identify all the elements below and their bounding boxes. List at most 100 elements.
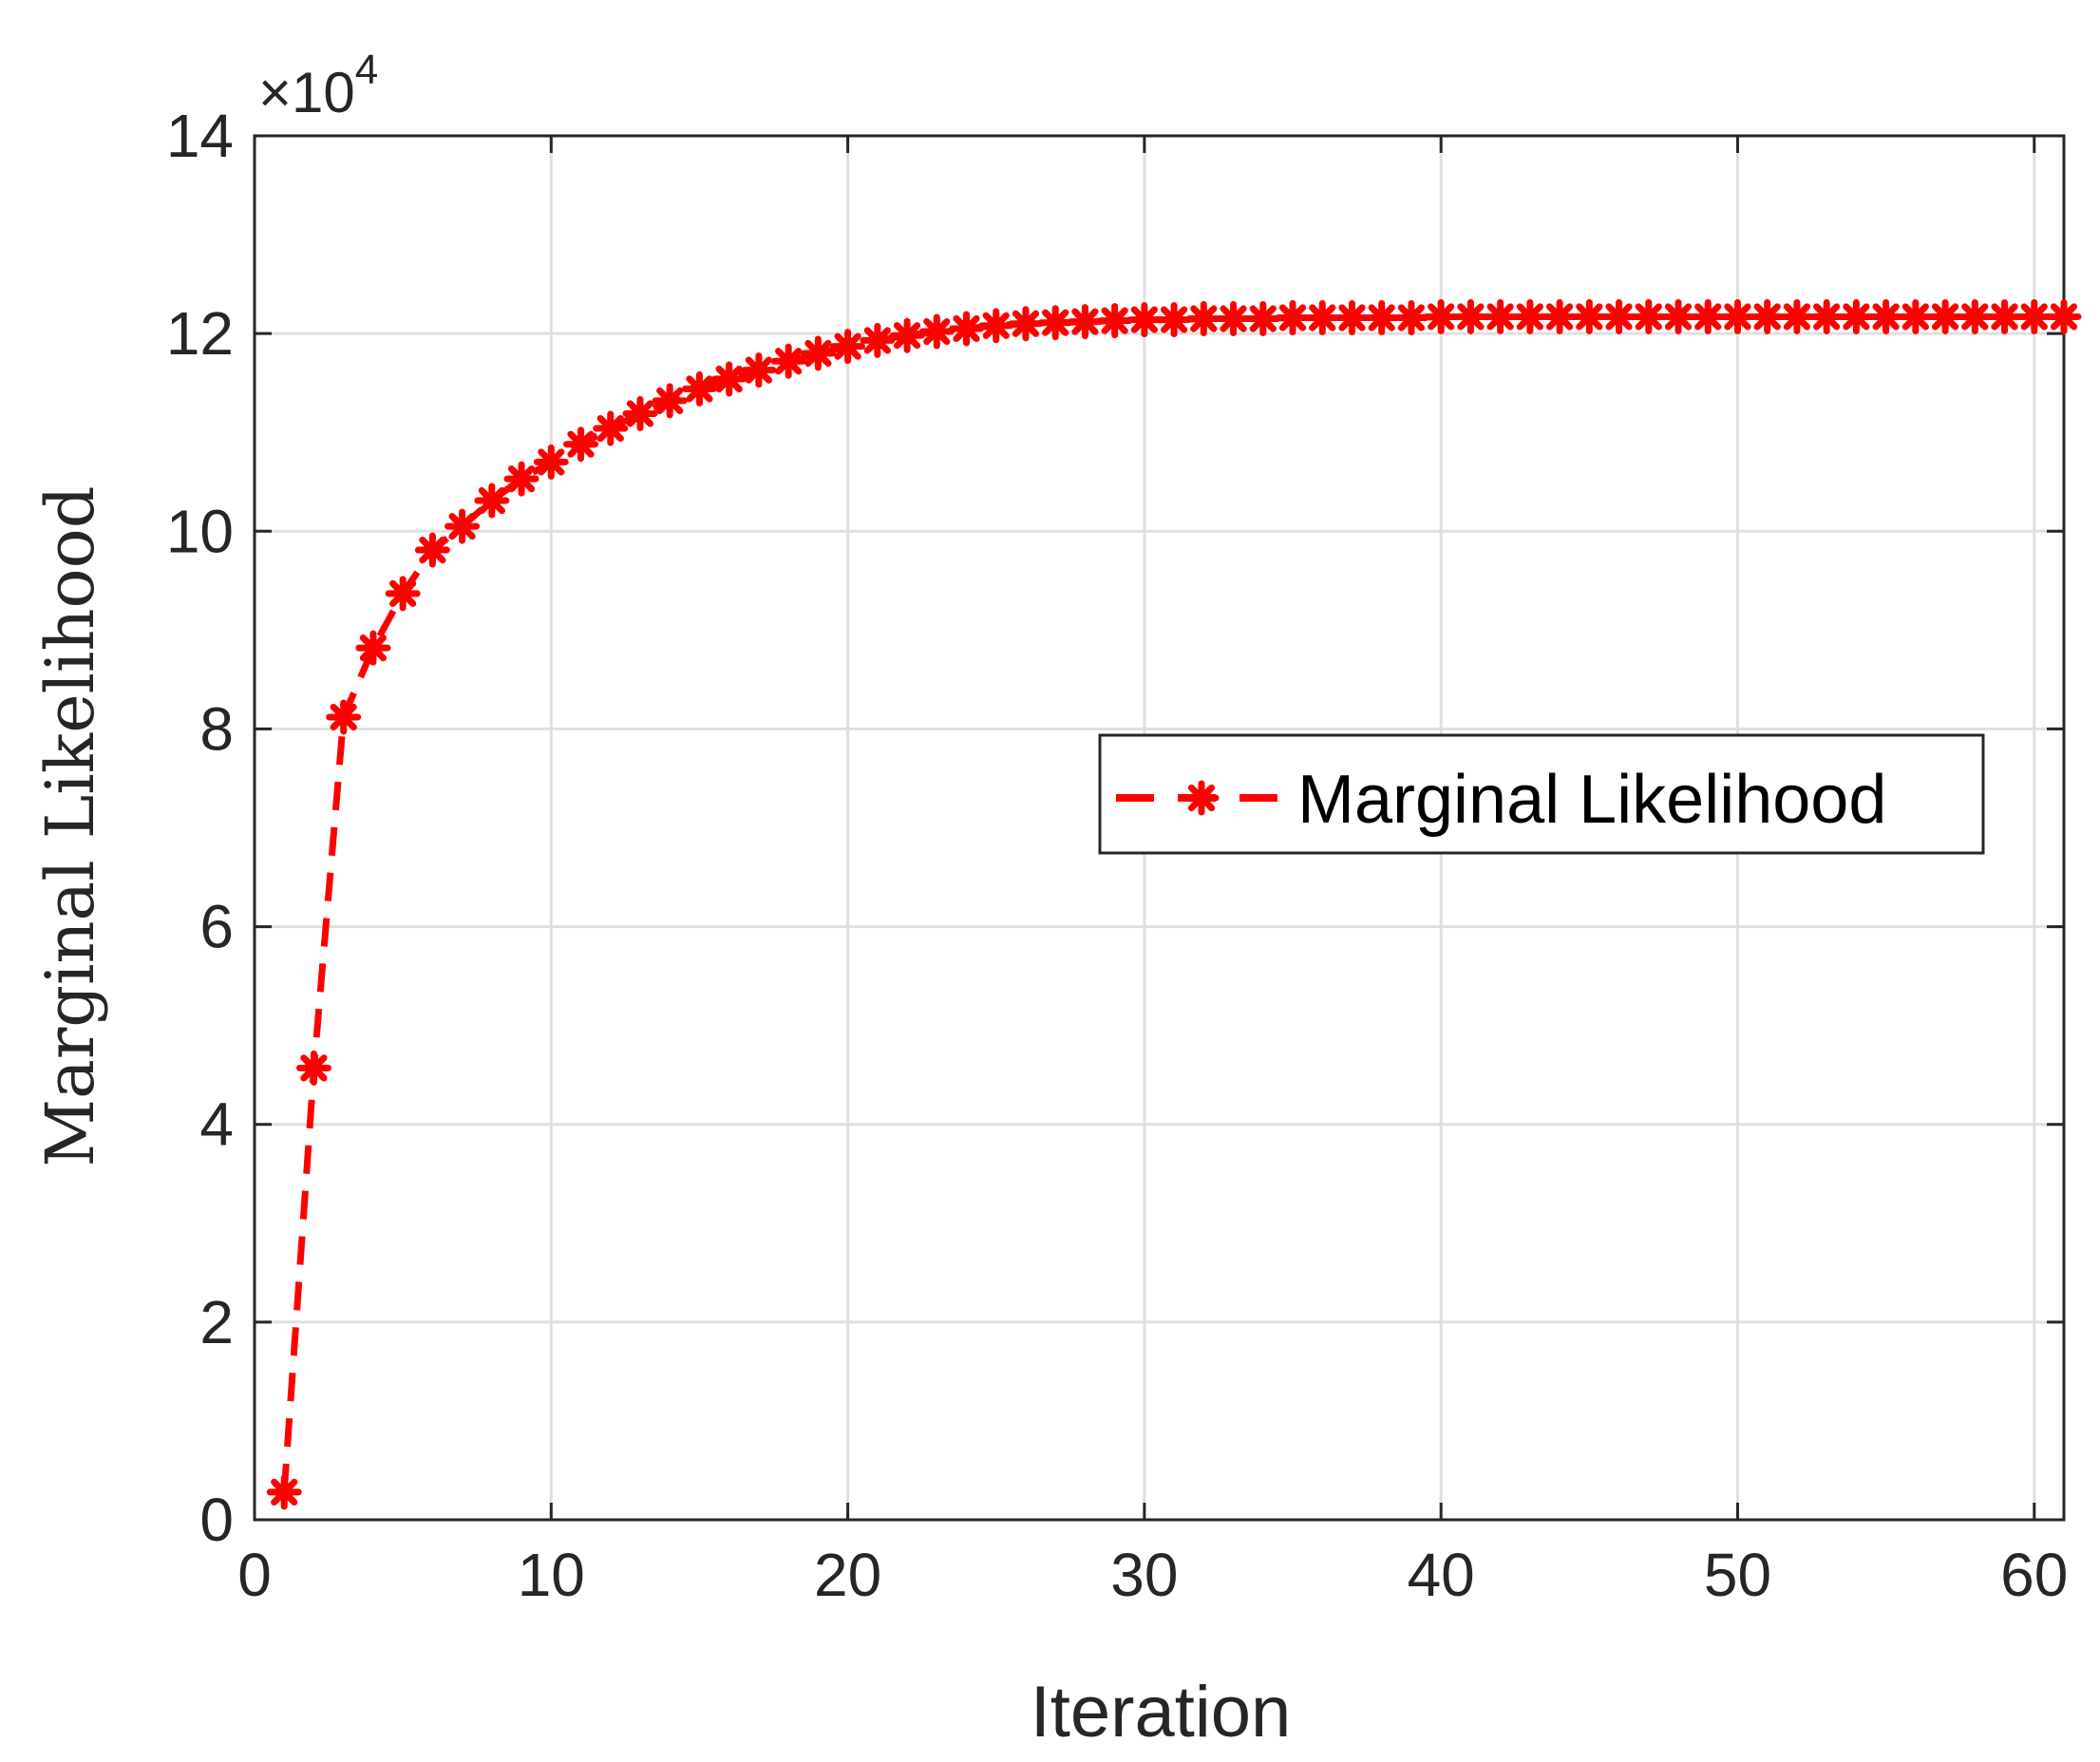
data-point-marker [1452,298,1488,334]
data-point-marker [652,383,688,419]
marker-stroke [1724,303,1751,331]
data-point-marker [1631,298,1667,334]
plot-area-frame [253,134,2066,1522]
marker-stroke [448,512,476,540]
axis-ticks: 0 10 20 30 40 50 60 0 2 4 6 8 10 12 14 [166,102,2069,1609]
data-point-marker [1987,298,2023,334]
marker-stroke [1190,305,1218,332]
legend: Marginal Likelihood [1098,733,1985,855]
data-point-marker [1304,299,1340,335]
y-tick-label: 14 [166,102,234,170]
marker-stroke [923,317,951,346]
data-point-marker [889,317,925,353]
series-layer [266,298,2082,1510]
legend-marker-asterisk [1183,780,1220,816]
marker-stroke [419,536,446,564]
data-point-marker [1156,302,1192,338]
marker-stroke [863,327,891,354]
y-tick-label: 0 [199,1486,234,1554]
marker-stroke [1961,303,1989,331]
marker-stroke [1071,308,1099,335]
marker-stroke [1486,303,1514,331]
data-point-marker [1364,299,1400,335]
y-tick-label: 12 [166,299,234,368]
y-tick-label: 2 [199,1288,234,1356]
y-axis-label: Marginal Likelihood [31,485,109,1166]
marker-stroke [389,579,417,607]
data-point-marker [1957,298,1993,334]
marker-stroke [745,356,773,384]
marker-stroke [626,400,654,427]
data-point-marker [1008,306,1044,342]
marker-stroke [359,634,388,662]
data-point-marker [830,329,866,365]
marker-stroke [1931,303,1959,331]
x-tick-label: 40 [1408,1541,1475,1609]
marker-stroke [1012,310,1040,337]
marker-stroke [1872,303,1900,331]
data-point-marker [1571,298,1607,334]
data-point-marker [1216,301,1252,337]
marker-stroke [1516,303,1543,331]
marker-stroke [1278,304,1307,332]
data-point-marker [445,508,481,544]
data-point-marker [1542,298,1578,334]
data-point-marker [1512,298,1548,334]
marker-stroke [982,312,1010,339]
data-point-marker [1245,301,1281,337]
data-point-marker [681,370,717,407]
data-point-marker [1483,298,1519,334]
data-point-marker [1601,298,1637,334]
data-point-marker [1779,298,1815,334]
marker-stroke [893,322,921,350]
y-tick-label: 6 [199,893,234,961]
marker-stroke [1694,303,1722,331]
marker-stroke [1783,303,1811,331]
marker-stroke [507,465,536,493]
marker-stroke [1220,305,1247,332]
x-axis-label: Iteration [1031,1672,1292,1753]
data-point-marker [1067,304,1103,340]
marker-stroke [1664,303,1693,331]
marker-stroke [478,486,505,515]
marker-stroke [300,1054,328,1082]
marker-stroke [1101,307,1128,334]
data-point-marker [1423,298,1459,334]
x-tick-label: 0 [237,1541,272,1609]
marker-stroke [804,339,832,368]
data-point-marker [385,576,421,612]
marker-stroke [1309,304,1336,332]
marker-stroke [271,1478,298,1506]
marker-stroke [686,375,713,403]
data-point-marker [503,461,539,497]
marker-stroke [1042,309,1069,336]
marker-stroke [1397,304,1426,332]
marker-stroke [656,387,684,415]
marker-stroke [1249,305,1277,332]
marker-stroke [1187,784,1216,812]
data-point-marker [1719,298,1755,334]
data-point-marker [918,313,955,350]
marker-stroke [567,430,595,458]
data-point-marker [860,322,896,358]
data-point-marker [1334,299,1370,335]
legend-label: Marginal Likelihood [1297,762,1886,838]
marker-stroke [1428,303,1455,331]
data-point-marker [1750,298,1786,334]
data-point-marker [533,444,569,480]
marker-stroke [1635,303,1662,331]
marker-stroke [596,414,624,443]
x-tick-label: 10 [518,1541,585,1609]
x-tick-label: 60 [2000,1541,2068,1609]
data-point-marker [295,1050,331,1086]
marker-stroke [834,332,861,360]
marker-stroke [1161,306,1188,333]
data-point-marker [266,1474,302,1510]
marker-stroke [538,448,565,476]
marker-stroke [1991,303,2018,331]
marker-stroke [1753,303,1781,331]
data-point-marker [326,699,362,735]
marker-stroke [1338,304,1366,332]
data-point-marker [1097,303,1133,339]
marker-stroke [1368,304,1395,332]
